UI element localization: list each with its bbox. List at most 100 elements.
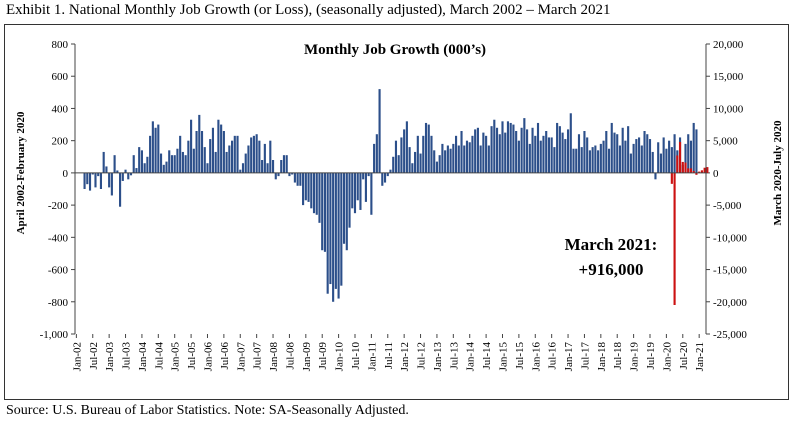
bar (389, 169, 392, 173)
bar-chart: 800 600 400 200 0 -200 -400 -600 -800 -1,000 20,0… (15, 39, 784, 372)
bar (476, 127, 479, 173)
bar (638, 137, 641, 173)
bar (304, 172, 307, 201)
bar (332, 172, 335, 302)
bar (687, 134, 690, 173)
bar (512, 124, 515, 173)
bar (673, 172, 676, 305)
bar (692, 170, 695, 173)
bar (334, 172, 337, 289)
x-tick-label: Jan-04 (137, 342, 149, 372)
bar (618, 145, 622, 173)
bar (523, 118, 526, 173)
bar (703, 167, 706, 173)
x-tick-label: Jan-12 (399, 342, 411, 371)
bar (689, 140, 693, 173)
y-tick-label: 400 (52, 103, 69, 115)
x-tick-label: Jul-12 (416, 342, 428, 370)
bar (572, 148, 575, 173)
x-tick-label: Jul-03 (121, 342, 133, 370)
bar (635, 139, 638, 173)
y-tick-label: -1,000 (40, 329, 69, 341)
bar (586, 137, 589, 173)
bar (381, 172, 384, 186)
bar (446, 145, 449, 173)
bar (670, 172, 673, 184)
bar (471, 135, 474, 173)
bar (329, 172, 332, 285)
bar (192, 148, 195, 173)
bar (493, 119, 496, 173)
bar (678, 141, 682, 173)
bar (181, 151, 184, 173)
bar (132, 155, 135, 173)
bar (367, 172, 370, 177)
bar (233, 135, 236, 173)
x-tick-label: Jul-11 (383, 342, 395, 369)
bar (258, 140, 261, 173)
bar (624, 140, 627, 173)
bar (411, 163, 414, 173)
bar (588, 150, 591, 173)
bar (86, 172, 89, 185)
bar (424, 122, 428, 173)
bar (621, 127, 624, 173)
bar (280, 160, 283, 173)
bar (394, 140, 398, 173)
bar (91, 172, 94, 175)
bar (632, 143, 635, 173)
x-tick-label: Jul-18 (612, 342, 624, 370)
x-tick-label: Jan-02 (71, 342, 83, 371)
annotation-line-1: March 2021: (565, 235, 658, 254)
bar (370, 172, 373, 215)
bar (138, 147, 141, 173)
bar (427, 124, 430, 173)
bar (261, 160, 264, 173)
bar (430, 135, 433, 173)
bar (482, 132, 485, 173)
bar (580, 147, 583, 173)
bar (479, 145, 482, 173)
bar (116, 170, 119, 173)
bar (266, 163, 269, 173)
bar (539, 140, 542, 173)
bar (542, 135, 545, 173)
bar (121, 172, 124, 181)
x-tick-label: Jan-20 (661, 342, 673, 372)
x-tick-label: Jul-04 (153, 342, 165, 370)
bar (566, 129, 570, 173)
bar (654, 172, 657, 180)
bar (405, 121, 408, 173)
bar (343, 172, 346, 244)
bar (206, 163, 209, 173)
bar (129, 172, 133, 176)
bar (170, 155, 174, 173)
bar (157, 124, 160, 173)
x-tick-label: Jan-21 (694, 342, 706, 371)
bar (214, 151, 217, 173)
y-tick-label: -400 (48, 232, 69, 244)
bar (665, 148, 668, 173)
bar (383, 172, 387, 183)
bar (583, 131, 586, 173)
bar (190, 119, 193, 173)
bar (504, 132, 507, 173)
bar (187, 140, 190, 173)
bar (151, 121, 154, 173)
y2-axis-label: March 2020-July 2020 (772, 120, 784, 225)
x-tick-label: Jan-03 (104, 342, 116, 372)
bar (252, 135, 255, 173)
bar (433, 150, 436, 173)
bar (102, 151, 105, 173)
bar (302, 172, 305, 206)
bar (684, 143, 687, 173)
x-tick-label: Jan-17 (563, 342, 575, 372)
bar (222, 131, 225, 173)
x-tick-label: Jul-16 (547, 342, 559, 370)
bar (602, 140, 605, 173)
bar (599, 143, 602, 173)
bar (536, 122, 540, 173)
bar (528, 143, 531, 173)
bar (173, 155, 176, 173)
y-tick-label: 0 (63, 168, 69, 180)
